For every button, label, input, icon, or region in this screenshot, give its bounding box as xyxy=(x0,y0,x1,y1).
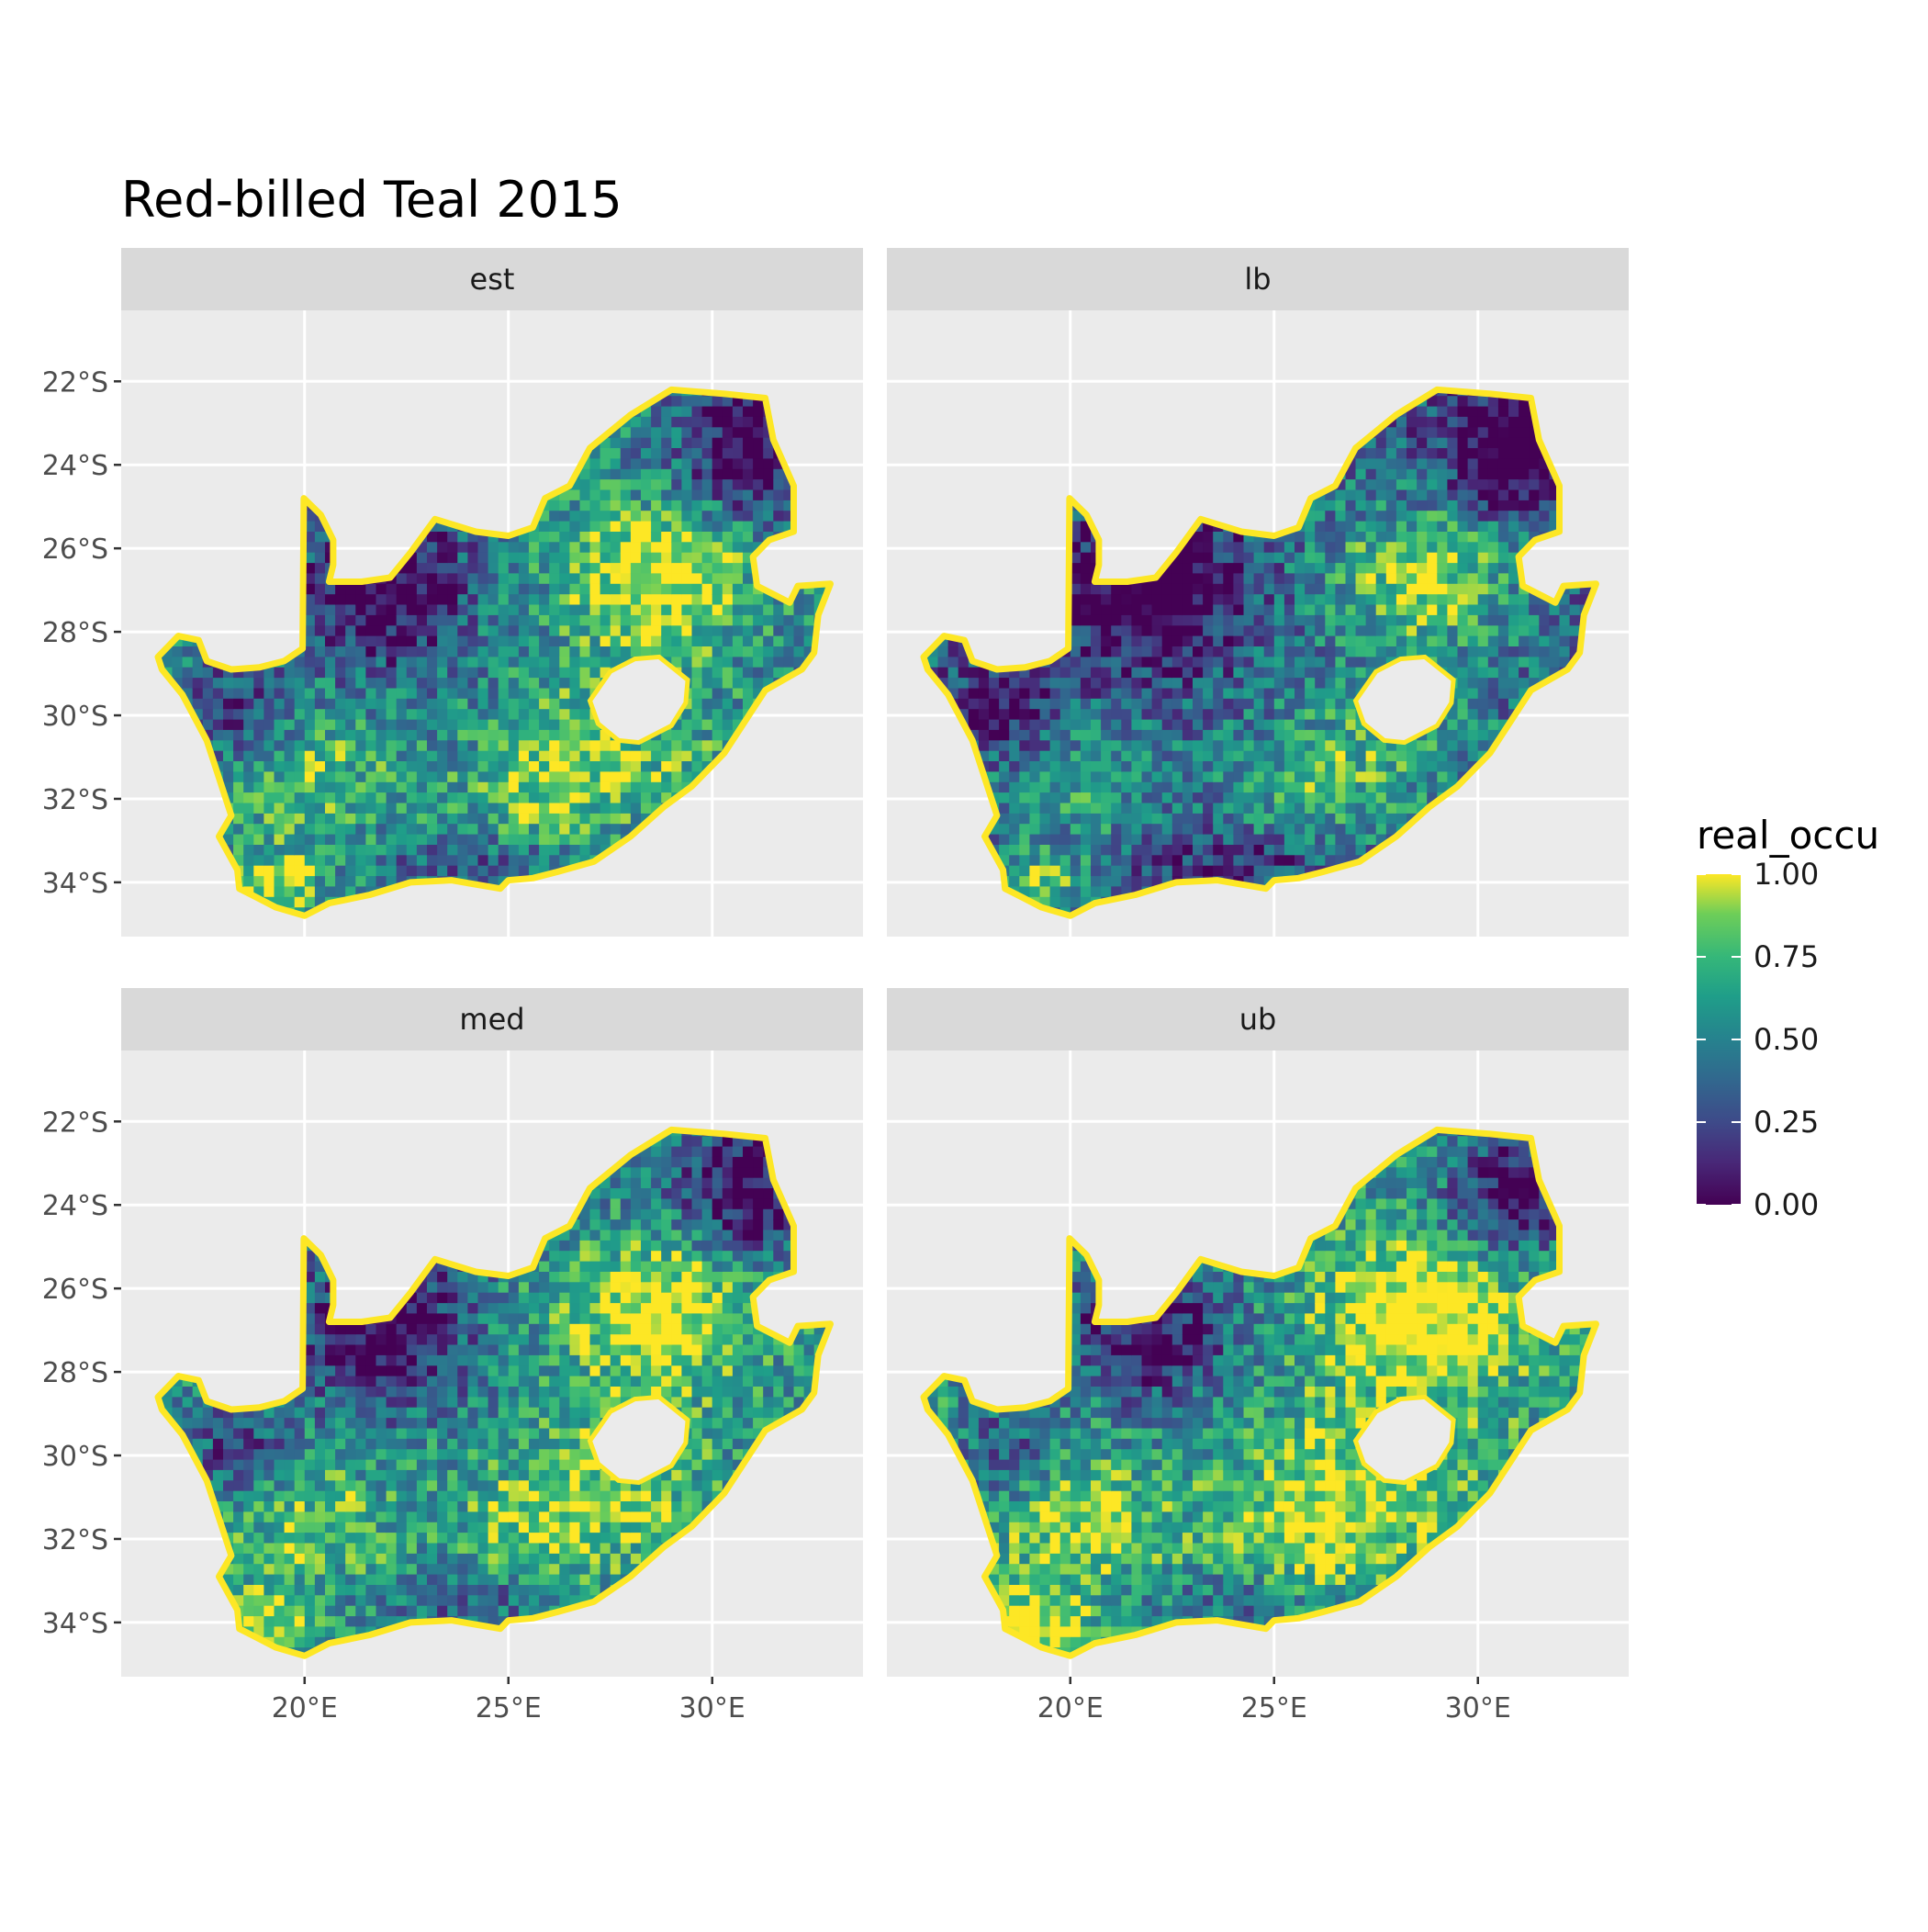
y-tick-label: 26°S xyxy=(42,1274,108,1306)
y-tick-label: 28°S xyxy=(42,617,108,649)
y-tick-label: 34°S xyxy=(42,868,108,900)
y-tick-label: 30°S xyxy=(42,701,108,733)
y-tick-label: 26°S xyxy=(42,534,108,566)
facet-panel-ub: ub 20°E 25°E 30°E xyxy=(887,988,1629,1724)
facet-panel-med: med 22°S 24°S 26°S 28°S 30°S 32°S 34°S 20°E 25°E 3… xyxy=(42,988,863,1724)
y-tick-label: 22°S xyxy=(42,1106,108,1139)
y-tick-label: 32°S xyxy=(42,784,108,816)
x-tick-label: 30°E xyxy=(1445,1692,1511,1724)
plot-title: Red-billed Teal 2015 xyxy=(121,171,622,229)
facet-strip-label: med xyxy=(459,1002,524,1037)
legend-label: 0.50 xyxy=(1754,1022,1819,1057)
legend-label: 0.00 xyxy=(1754,1187,1819,1222)
x-tick-label: 25°E xyxy=(476,1692,542,1724)
legend-label: 0.75 xyxy=(1754,939,1819,974)
y-tick-label: 32°S xyxy=(42,1524,108,1556)
y-tick-label: 24°S xyxy=(42,1190,108,1222)
legend-title: real_occu xyxy=(1697,813,1879,858)
facet-panel-est: est 22°S 24°S 26°S 28°S 30°S 32°S 34°S xyxy=(42,248,863,937)
x-tick-label: 20°E xyxy=(1037,1692,1104,1724)
facet-panels: est 22°S 24°S 26°S 28°S 30°S 32°S 34°S lb med 22°S… xyxy=(42,248,1629,1724)
y-tick-label: 28°S xyxy=(42,1357,108,1389)
facet-strip-label: est xyxy=(470,262,515,297)
x-tick-label: 30°E xyxy=(679,1692,745,1724)
legend-label: 0.25 xyxy=(1754,1105,1819,1140)
x-tick-label: 20°E xyxy=(272,1692,338,1724)
facet-panel-lb: lb xyxy=(887,248,1629,937)
y-tick-label: 34°S xyxy=(42,1608,108,1640)
legend-label: 1.00 xyxy=(1754,857,1819,892)
y-tick-label: 22°S xyxy=(42,366,108,399)
x-tick-label: 25°E xyxy=(1241,1692,1307,1724)
y-tick-label: 30°S xyxy=(42,1441,108,1473)
facet-strip-label: lb xyxy=(1244,262,1271,297)
legend: real_occu 1.00 0.75 0.50 0.25 0.00 xyxy=(1697,813,1879,1222)
facet-strip-label: ub xyxy=(1239,1002,1277,1037)
y-tick-label: 24°S xyxy=(42,450,108,482)
